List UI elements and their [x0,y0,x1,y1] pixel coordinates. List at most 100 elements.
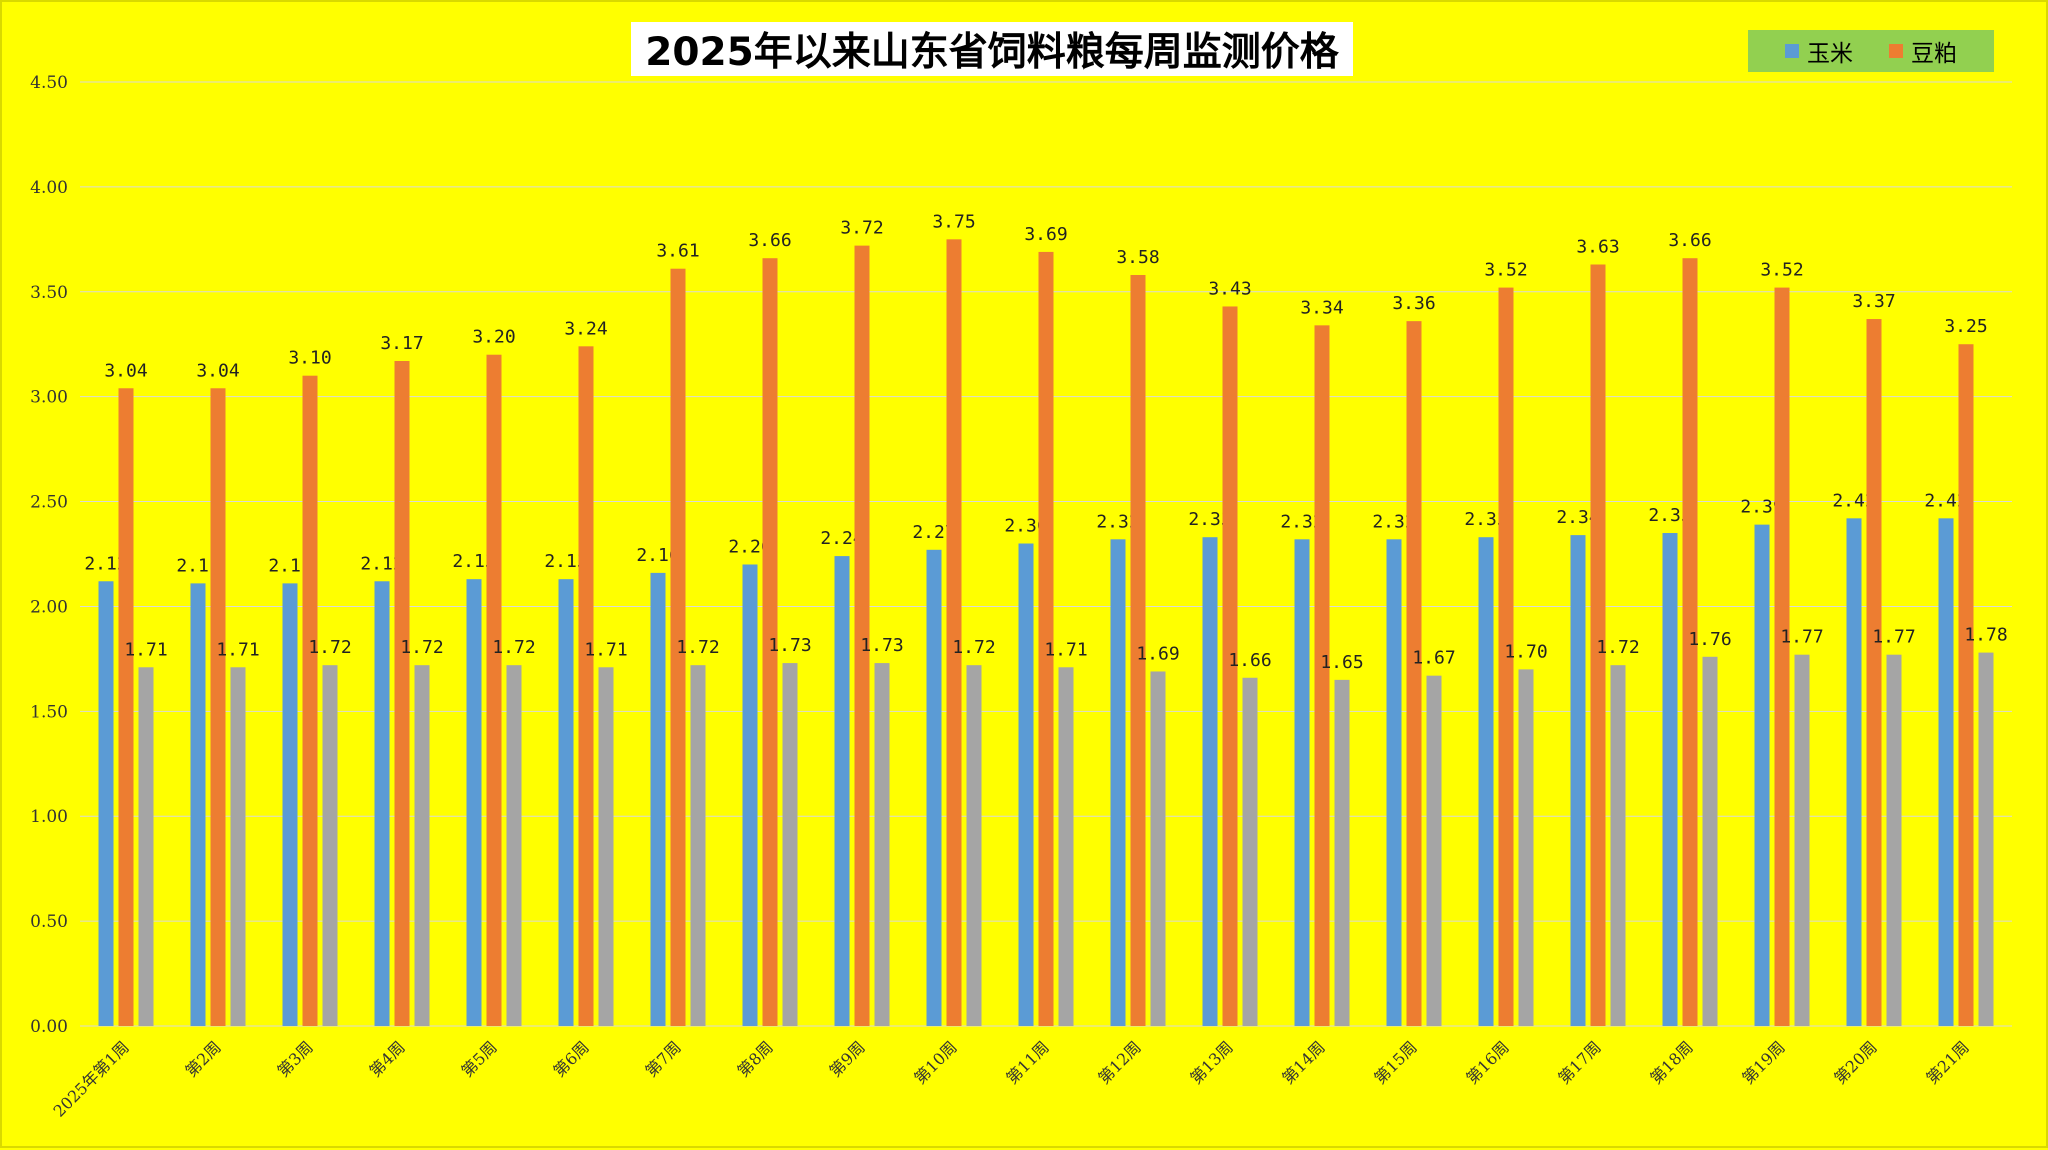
bar-soymeal [1774,287,1790,1026]
bar-series3 [1058,667,1074,1026]
data-label-series3: 1.78 [1964,625,2007,646]
data-label-series3: 1.70 [1504,641,1547,662]
bar-soymeal [578,346,594,1026]
legend-label-corn: 玉米 [1807,41,1853,67]
data-label-corn: 2.13 [452,551,495,572]
bar-corn [1938,518,1954,1026]
bar-soymeal [1130,274,1146,1026]
data-label-soymeal: 3.36 [1392,293,1435,314]
bar-corn [1662,533,1678,1026]
x-tick-label: 第20周 [1830,1037,1880,1087]
data-label-soymeal: 3.20 [472,327,515,348]
data-label-soymeal: 3.24 [564,318,607,339]
bar-soymeal [486,354,502,1026]
bar-soymeal [1038,251,1054,1027]
data-label-soymeal: 3.66 [1668,230,1711,251]
x-tick-label: 第11周 [1002,1037,1052,1087]
bar-soymeal [1958,344,1974,1026]
data-label-series3: 1.77 [1780,627,1823,648]
x-tick-label: 第19周 [1738,1037,1788,1087]
data-label-series3: 1.72 [1596,637,1639,658]
data-label-series3: 1.71 [124,639,167,660]
bar-series3 [690,665,706,1026]
data-label-series3: 1.72 [400,637,443,658]
x-tick-label: 第4周 [366,1037,409,1080]
data-label-corn: 2.34 [1556,507,1599,528]
bar-series3 [230,667,246,1026]
data-label-soymeal: 3.37 [1852,291,1895,312]
bar-corn [190,583,206,1026]
data-label-soymeal: 3.58 [1116,247,1159,268]
data-label-corn: 2.11 [268,555,311,576]
data-label-soymeal: 3.66 [748,230,791,251]
data-label-series3: 1.76 [1688,629,1731,650]
data-label-series3: 1.71 [584,639,627,660]
bar-soymeal [946,239,962,1027]
bar-corn [1386,539,1402,1026]
bar-corn [558,579,574,1026]
data-label-soymeal: 3.61 [656,241,699,262]
x-tick-label: 第3周 [274,1037,317,1080]
bar-corn [650,572,666,1026]
y-tick-label: 1.50 [30,702,68,722]
legend-swatch-corn [1785,44,1799,58]
bar-corn [1754,524,1770,1026]
legend-swatch-soymeal [1889,44,1903,58]
x-tick-label: 第13周 [1186,1037,1236,1087]
bar-soymeal [1314,325,1330,1026]
bar-corn [374,581,390,1026]
bar-series3 [138,667,154,1026]
bar-soymeal [1222,306,1238,1026]
bar-soymeal [1590,264,1606,1026]
x-tick-label: 第17周 [1554,1037,1604,1087]
data-label-corn: 2.30 [1004,516,1047,537]
data-label-series3: 1.69 [1136,643,1179,664]
bar-series3 [782,663,798,1026]
bar-corn [1018,543,1034,1026]
data-label-series3: 1.71 [216,639,259,660]
bar-corn [1110,539,1126,1026]
bar-series3 [414,665,430,1026]
x-tick-label: 第15周 [1370,1037,1420,1087]
data-label-corn: 2.13 [544,551,587,572]
bar-corn [466,579,482,1026]
y-tick-label: 4.00 [30,178,68,198]
data-label-corn: 2.42 [1832,490,1875,511]
data-label-corn: 2.32 [1096,511,1139,532]
bar-corn [926,549,942,1026]
bar-soymeal [394,361,410,1026]
y-tick-label: 2.50 [30,493,68,513]
x-tick-label: 第8周 [734,1037,777,1080]
data-label-series3: 1.72 [308,637,351,658]
bar-corn [1202,537,1218,1026]
bar-soymeal [1866,319,1882,1026]
bar-series3 [1978,652,1994,1026]
y-tick-label: 3.50 [30,283,68,303]
bar-series3 [1426,675,1442,1026]
data-label-soymeal: 3.17 [380,333,423,354]
x-tick-label: 第16周 [1462,1037,1512,1087]
bar-series3 [1886,654,1902,1026]
bar-corn [1570,535,1586,1026]
bar-series3 [1242,677,1258,1026]
data-label-corn: 2.35 [1648,505,1691,526]
legend-item-soymeal: 豆粕 [1889,34,1957,68]
data-label-soymeal: 3.52 [1760,260,1803,281]
bar-corn [98,581,114,1026]
data-label-corn: 2.11 [176,555,219,576]
bar-corn [742,564,758,1026]
x-tick-label: 第5周 [458,1037,501,1080]
bar-soymeal [1682,258,1698,1026]
bar-series3 [1610,665,1626,1026]
data-label-soymeal: 3.75 [932,211,975,232]
bar-soymeal [1406,321,1422,1026]
bar-series3 [966,665,982,1026]
bar-soymeal [210,388,226,1027]
data-label-corn: 2.42 [1924,490,1967,511]
bar-series3 [322,665,338,1026]
bar-corn [1294,539,1310,1026]
data-label-corn: 2.27 [912,522,955,543]
bar-soymeal [302,375,318,1026]
bar-series3 [1150,671,1166,1026]
bar-series3 [1334,679,1350,1026]
